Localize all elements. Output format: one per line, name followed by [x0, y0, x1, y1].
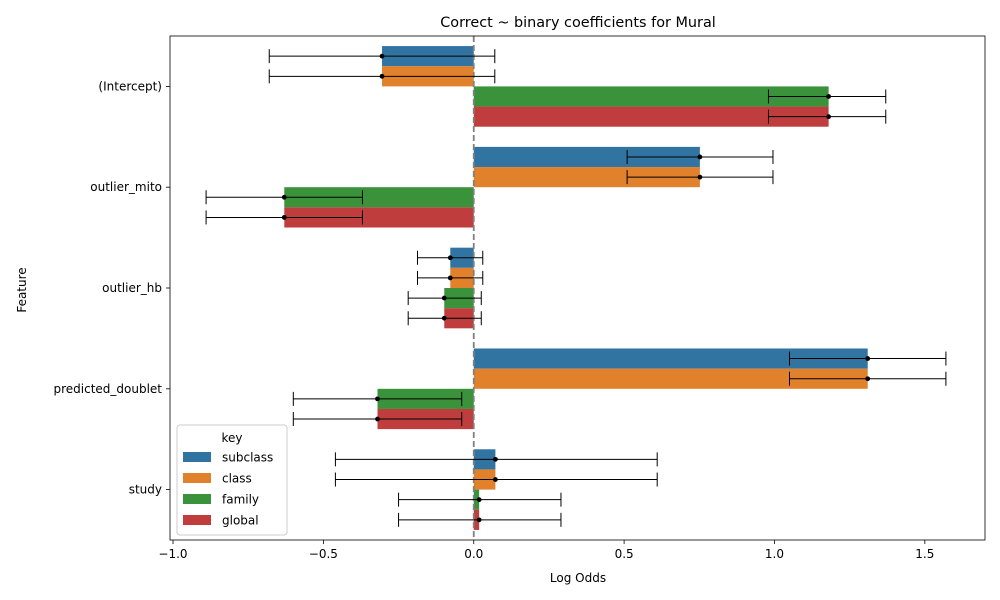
point-class-3 — [865, 376, 871, 382]
y-tick-label: (Intercept) — [98, 79, 162, 93]
y-tick-label: outlier_mito — [90, 180, 162, 194]
bar-subclass-1 — [473, 146, 700, 168]
point-class-0 — [379, 73, 385, 79]
legend-label-global: global — [222, 514, 259, 528]
x-tick-label: 0.0 — [464, 547, 483, 561]
point-global-3 — [375, 416, 380, 422]
x-tick-label: 1.0 — [765, 547, 784, 561]
y-tick-label: predicted_doublet — [53, 382, 162, 396]
point-subclass-4 — [492, 456, 498, 462]
x-axis-label: Log Odds — [550, 571, 606, 585]
legend-title: key — [221, 431, 242, 445]
point-family-4 — [476, 497, 482, 503]
legend-swatch-class — [183, 473, 211, 483]
point-global-1 — [281, 215, 287, 220]
bar-class-3 — [473, 368, 868, 389]
bar-global-1 — [284, 207, 474, 228]
legend-label-family: family — [222, 493, 259, 507]
legend: key subclass class family global — [176, 424, 288, 536]
legend-swatch-global — [183, 515, 211, 525]
chart-title: Correct ~ binary coefficients for Mural — [440, 15, 716, 31]
bar-class-1 — [473, 167, 700, 188]
point-class-1 — [697, 174, 703, 180]
plot-area: −1.0 −0.5 0.0 0.5 1.0 1.5 (Intercept) outlier_m… — [53, 35, 986, 561]
bar-family-1 — [284, 187, 474, 208]
x-tick-label: 0.5 — [615, 547, 634, 561]
point-subclass-3 — [865, 356, 871, 361]
point-subclass-2 — [447, 255, 453, 261]
point-subclass-1 — [697, 154, 703, 160]
bar-family-0 — [473, 86, 829, 107]
point-subclass-0 — [379, 53, 385, 59]
legend-swatch-subclass — [183, 452, 211, 462]
legend-label-subclass: subclass — [222, 451, 273, 465]
point-class-4 — [492, 477, 498, 482]
y-tick-label: outlier_hb — [102, 281, 162, 295]
point-family-0 — [826, 94, 832, 99]
y-tick-label: study — [129, 483, 162, 497]
x-tick-label: −1.0 — [158, 547, 187, 561]
y-axis-label: Feature — [15, 267, 29, 312]
bar-global-0 — [473, 106, 829, 127]
point-class-2 — [447, 275, 453, 281]
point-family-1 — [281, 194, 287, 200]
bar-subclass-3 — [473, 348, 868, 369]
point-global-2 — [441, 315, 447, 321]
legend-swatch-family — [183, 494, 211, 504]
point-family-3 — [375, 396, 380, 402]
x-tick-label: −0.5 — [309, 547, 338, 561]
point-family-2 — [441, 295, 447, 301]
x-tick-label: 1.5 — [915, 547, 934, 561]
point-global-0 — [826, 114, 832, 120]
legend-label-class: class — [222, 472, 252, 486]
point-global-4 — [476, 517, 482, 523]
